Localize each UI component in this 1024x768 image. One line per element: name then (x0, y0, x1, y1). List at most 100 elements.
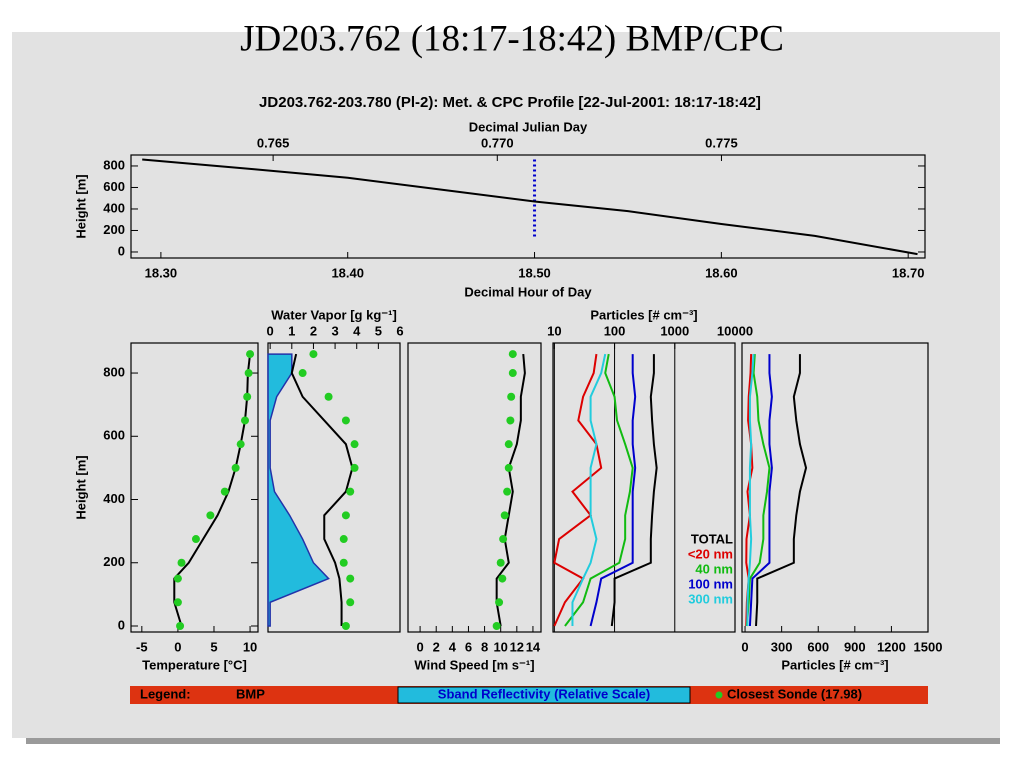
sonde-dot (504, 440, 513, 449)
sonde-dot (341, 621, 350, 630)
sonde-dot (246, 350, 255, 359)
sonde-dot (346, 598, 355, 607)
sonde-dot (498, 574, 507, 583)
line (746, 354, 755, 626)
shadow (26, 738, 1000, 744)
sonde-dot (339, 558, 348, 567)
y-tick-label: 600 (103, 179, 125, 194)
x-tick-label: -5 (136, 639, 148, 654)
x-tick-label: 18.60 (705, 265, 738, 280)
sonde-dot (339, 535, 348, 544)
sonde-dot (341, 416, 350, 425)
x-tick-label: 18.40 (331, 265, 364, 280)
x-tick-label: 1000 (660, 323, 689, 338)
legend-label: 40 nm (695, 561, 733, 576)
plot-frame (130, 154, 926, 259)
line (610, 354, 658, 627)
plot-frame (741, 342, 929, 633)
x-tick-label: 6 (465, 639, 472, 654)
legend-label: 100 nm (688, 576, 733, 591)
x-tick-label: 4 (449, 639, 457, 654)
x-tick-label: 0.770 (481, 135, 514, 150)
x-tick-label: 5 (210, 639, 217, 654)
legend-title: Legend: (140, 686, 191, 701)
x-tick-label: 1500 (914, 639, 943, 654)
sonde-dot (220, 487, 229, 496)
sonde-dot (350, 440, 359, 449)
plot-frame (130, 342, 259, 633)
page-title: JD203.762 (18:17-18:42) BMP/CPC (240, 18, 784, 59)
x-tick-label: 600 (807, 639, 829, 654)
x-tick-label: 8 (481, 639, 488, 654)
legend-item: Closest Sonde (17.98) (727, 686, 862, 701)
x-tick-label: 1200 (877, 639, 906, 654)
sonde-dot (309, 350, 318, 359)
sonde-dot (243, 392, 252, 401)
line (495, 353, 526, 627)
reflectivity-area (267, 353, 330, 627)
x-tick-label: 0 (174, 639, 181, 654)
sonde-dot (504, 463, 513, 472)
x-tick-label: 6 (396, 323, 403, 338)
y-axis-label: Height [m] (73, 455, 88, 519)
y-tick-label: 600 (103, 428, 125, 443)
x-tick-label: 0 (267, 323, 274, 338)
x2-axis-label: Particles [# cm⁻³] (590, 307, 697, 322)
legend-dot (715, 691, 723, 699)
line (589, 354, 637, 627)
legend-label: 300 nm (688, 591, 733, 606)
x-tick-label: 0 (741, 639, 748, 654)
x-tick-label: 900 (844, 639, 866, 654)
sonde-dot (507, 392, 516, 401)
line (571, 353, 607, 626)
x-axis-label: Wind Speed [m s⁻¹] (414, 657, 534, 672)
legend-item: BMP (236, 686, 265, 701)
sonde-dot (341, 511, 350, 520)
x-tick-label: 18.50 (518, 265, 551, 280)
sonde-dot (499, 535, 508, 544)
y-tick-label: 400 (103, 200, 125, 215)
x-tick-label: 2 (433, 639, 440, 654)
x2-axis-label: Decimal Julian Day (469, 119, 588, 134)
x-axis-label: Temperature [°C] (142, 657, 247, 672)
x-tick-label: 10 (493, 639, 507, 654)
sonde-dot (241, 416, 250, 425)
y-tick-label: 200 (103, 222, 125, 237)
sonde-dot (177, 558, 186, 567)
x-axis-label: Particles [# cm⁻³] (781, 657, 888, 672)
x-tick-label: 5 (375, 323, 382, 338)
y-tick-label: 800 (103, 157, 125, 172)
sonde-dot (231, 463, 240, 472)
x-tick-label: 18.70 (892, 265, 925, 280)
x-tick-label: 10 (547, 323, 561, 338)
sonde-dot (346, 574, 355, 583)
y-tick-label: 200 (103, 554, 125, 569)
line (564, 353, 634, 627)
sonde-dot (496, 558, 505, 567)
x-tick-label: 1 (288, 323, 295, 338)
line (142, 158, 918, 256)
y-tick-label: 400 (103, 491, 125, 506)
x-tick-label: 12 (510, 639, 524, 654)
y-axis-label: Height [m] (73, 174, 88, 238)
chart-title: JD203.762-203.780 (Pl-2): Met. & CPC Pro… (259, 94, 761, 111)
line (290, 353, 354, 626)
sonde-dot (508, 369, 517, 378)
y-tick-label: 0 (118, 617, 125, 632)
line (745, 354, 771, 627)
sonde-dot (492, 621, 501, 630)
sonde-dot (176, 621, 185, 630)
x-axis-label: Decimal Hour of Day (464, 284, 592, 299)
legend-box (397, 686, 691, 704)
sonde-dot (324, 392, 333, 401)
sonde-dot (506, 416, 515, 425)
x-tick-label: 0.775 (705, 135, 738, 150)
x-tick-label: 10000 (717, 323, 753, 338)
legend-label: TOTAL (691, 531, 733, 546)
line (748, 354, 773, 627)
sonde-dot (495, 598, 504, 607)
sonde-dot (206, 511, 215, 520)
x-tick-label: 10 (243, 639, 257, 654)
sonde-dot (173, 598, 182, 607)
y-tick-label: 0 (118, 243, 125, 258)
